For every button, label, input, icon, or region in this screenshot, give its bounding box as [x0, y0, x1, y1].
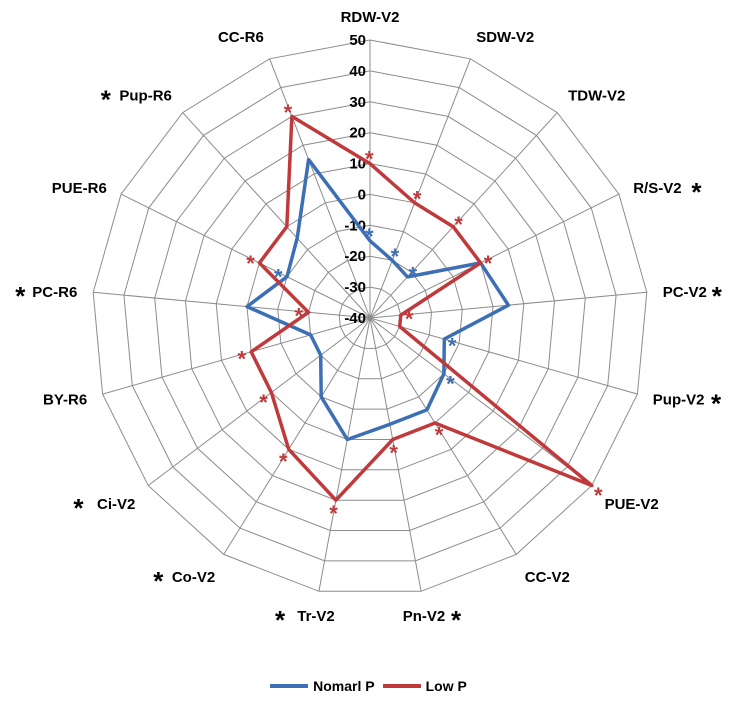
- point-star-low-p: *: [365, 147, 374, 172]
- legend-swatch-low-p: [382, 684, 421, 688]
- axis-label: SDW-V2: [476, 29, 534, 46]
- point-star-low-p: *: [594, 483, 603, 508]
- axis-label: RDW-V2: [341, 9, 400, 26]
- tick-label: -40: [344, 310, 366, 327]
- point-star-normal-p: *: [274, 265, 283, 290]
- point-star-low-p: *: [238, 346, 247, 371]
- axis-label: Ci-V2: [97, 496, 135, 513]
- grid-spoke: [147, 317, 371, 486]
- axis-label: Pup-R6: [119, 88, 172, 105]
- significance-star: *: [712, 281, 723, 311]
- point-star-normal-p: *: [448, 334, 457, 359]
- point-star-low-p: *: [329, 501, 338, 526]
- axis-label: Pn-V2: [403, 608, 446, 625]
- axis-label: CC-V2: [525, 569, 570, 586]
- axis-label: Co-V2: [172, 569, 215, 586]
- point-star-low-p: *: [279, 449, 288, 474]
- grid-spoke: [120, 193, 371, 319]
- point-star-normal-p: *: [446, 371, 455, 396]
- legend: Nomarl P Low P: [0, 678, 737, 694]
- grid-spoke: [369, 193, 620, 319]
- tick-label: 0: [358, 186, 366, 203]
- point-star-normal-p: *: [409, 262, 418, 287]
- axis-label: R/S-V2: [633, 180, 681, 197]
- significance-star: *: [451, 605, 462, 635]
- axis-label: PC-V2: [663, 284, 707, 301]
- significance-star: *: [691, 177, 702, 207]
- grid-spoke: [318, 317, 371, 592]
- grid-ring: [92, 39, 648, 592]
- point-star-low-p: *: [284, 100, 293, 125]
- point-star-low-p: *: [484, 251, 493, 276]
- axis-label: TDW-V2: [568, 88, 625, 105]
- axis-label: BY-R6: [43, 392, 87, 409]
- point-star-normal-p: *: [365, 224, 374, 249]
- point-star-low-p: *: [405, 306, 414, 331]
- grid-spoke: [182, 112, 371, 319]
- grid-spoke: [369, 317, 517, 555]
- axis-label: PUE-V2: [605, 496, 659, 513]
- grid-ring: [184, 132, 556, 501]
- significance-star: *: [275, 605, 286, 635]
- grid-ring: [154, 101, 586, 531]
- point-star-low-p: *: [454, 212, 463, 237]
- grid-spoke: [369, 317, 422, 592]
- tick-label: 20: [349, 125, 366, 142]
- axis-label: PC-R6: [32, 284, 77, 301]
- series-line-normal-p: [245, 157, 511, 442]
- significance-star: *: [153, 566, 164, 596]
- grid-spoke: [369, 58, 471, 319]
- legend-swatch-normal-p: [270, 684, 309, 688]
- tick-label: -30: [344, 279, 366, 296]
- point-star-low-p: *: [389, 440, 398, 465]
- significance-star: *: [15, 281, 26, 311]
- point-star-low-p: *: [259, 390, 268, 415]
- grid-ring: [215, 163, 525, 471]
- legend-item-normal-p: Nomarl P: [270, 678, 375, 694]
- grid-ring: [338, 286, 402, 349]
- grid-spoke: [102, 317, 371, 395]
- point-star-low-p: *: [413, 186, 422, 211]
- tick-label: 40: [349, 63, 366, 80]
- grid-spoke: [223, 317, 371, 555]
- significance-star: *: [101, 85, 112, 115]
- tick-label: -20: [344, 248, 366, 265]
- tick-label: 30: [349, 94, 366, 111]
- legend-label-low-p: Low P: [425, 678, 467, 694]
- significance-star: *: [711, 389, 722, 419]
- axis-label: PUE-R6: [52, 180, 107, 197]
- grid-spoke: [369, 112, 558, 319]
- grid-spoke: [369, 317, 593, 486]
- point-star-normal-p: *: [391, 244, 400, 269]
- legend-item-low-p: Low P: [382, 678, 467, 694]
- point-star-low-p: *: [246, 251, 255, 276]
- significance-star: *: [73, 493, 84, 523]
- grid-ring: [307, 255, 433, 380]
- tick-label: 50: [349, 32, 366, 49]
- grid-spoke: [93, 291, 371, 319]
- legend-label-normal-p: Nomarl P: [313, 678, 375, 694]
- grid-spoke: [269, 58, 371, 319]
- point-star-low-p: *: [295, 304, 304, 329]
- series-line-low-p: [249, 114, 594, 502]
- point-star-low-p: *: [435, 423, 444, 448]
- axis-label: Pup-V2: [653, 392, 705, 409]
- grid-ring: [123, 70, 617, 562]
- axis-label: Tr-V2: [297, 608, 335, 625]
- grid-ring: [277, 224, 463, 410]
- grid-spoke: [369, 317, 638, 395]
- axis-label: CC-R6: [218, 29, 264, 46]
